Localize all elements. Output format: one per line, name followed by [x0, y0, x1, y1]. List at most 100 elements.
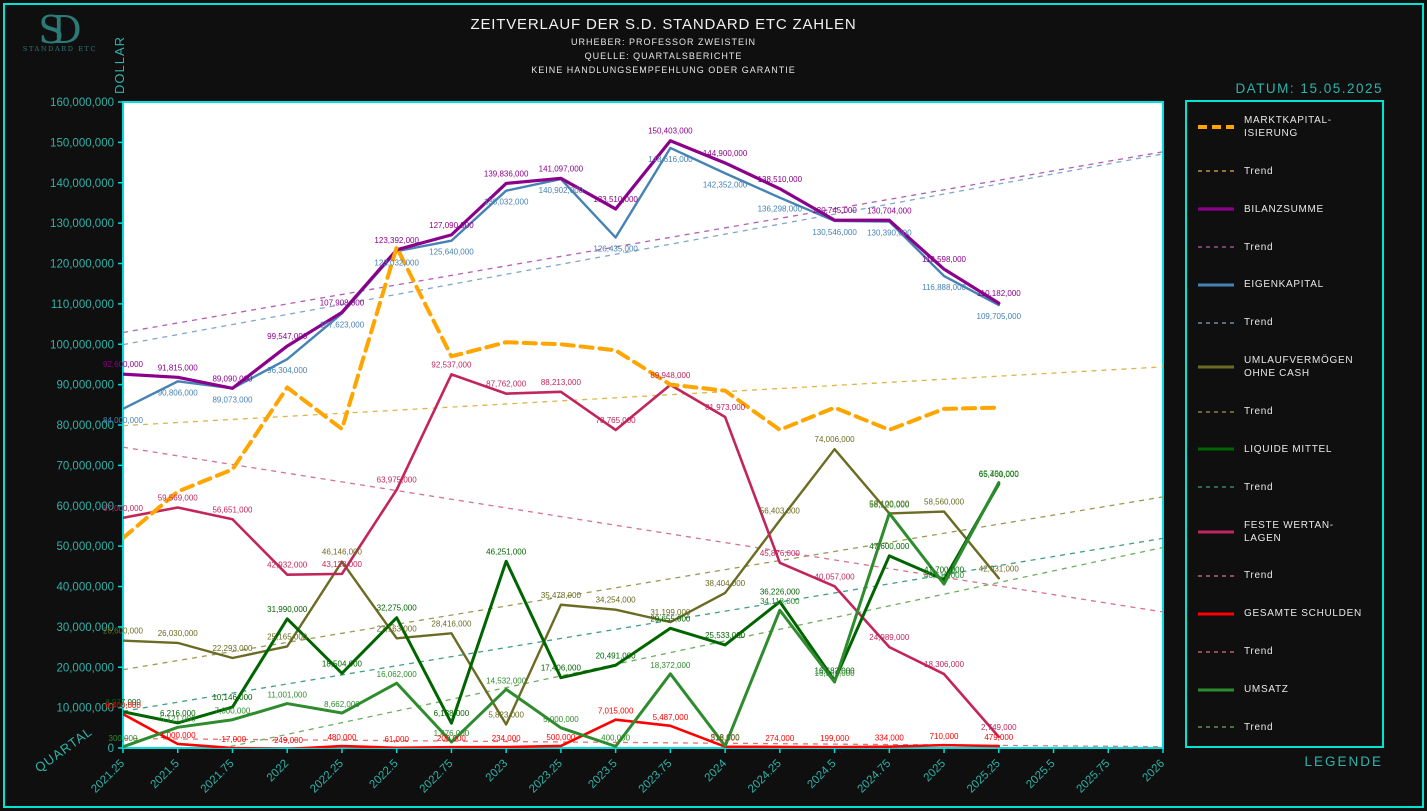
legend-entry: EIGENKAPITAL	[1197, 278, 1372, 291]
x-tick-label: 2025.5	[1024, 758, 1057, 791]
point-label: 18,504,000	[322, 659, 363, 668]
legend-swatch-line	[1198, 125, 1234, 129]
point-label: 400,000	[601, 733, 630, 742]
legend-label: UMLAUFVERMÖGEN OHNE CASH	[1244, 355, 1354, 380]
point-label: 118,598,000	[922, 255, 966, 264]
chart-subtitle-disclaimer: KEINE HANDLUNGSEMPFEHLUNG ODER GARANTIE	[531, 65, 796, 75]
point-label: 87,762,000	[486, 380, 527, 389]
legend-swatch-line	[1198, 575, 1234, 577]
y-tick-label: 140,000,000	[50, 178, 114, 190]
point-label: 142,352,000	[703, 180, 748, 189]
point-label: 8,977,000	[105, 698, 141, 707]
x-tick-label: 2025	[922, 758, 949, 785]
logo-subtext: STANDARD ETC	[22, 45, 98, 53]
point-label: 480,000	[327, 733, 356, 742]
point-label: -17,000	[219, 735, 247, 744]
point-label: 58,120,000	[869, 500, 910, 509]
point-label: 123,392,000	[374, 236, 419, 245]
point-label: 199,000	[820, 734, 849, 743]
umsatz-labels: 300,000 5,121,000 7,000,000 11,001,000 8,662…	[109, 470, 1020, 743]
bilanzsumme-line	[123, 139, 1001, 390]
point-label: 234,000	[492, 734, 521, 743]
point-label: 140,902,000	[539, 186, 584, 195]
marktkapitalisierung-line	[123, 245, 1001, 541]
point-label: 61,000	[384, 735, 409, 744]
point-label: 274,000	[765, 734, 794, 743]
logo-letter-d: D	[51, 8, 82, 52]
point-label: 300,000	[109, 734, 138, 743]
point-label: 10,146,000	[212, 693, 253, 702]
point-label: 25,165,000	[267, 632, 308, 641]
point-label: 34,254,000	[596, 596, 637, 605]
legend-swatch-line	[1198, 207, 1234, 211]
point-label: 109,705,000	[977, 312, 1022, 321]
point-label: 89,073,000	[212, 395, 253, 404]
legend-swatch-line	[1198, 283, 1234, 287]
date-label: DATUM: 15.05.2025	[1235, 81, 1383, 96]
y-tick-label: 40,000,000	[56, 582, 114, 594]
legend-swatch-line	[1198, 726, 1234, 729]
point-label: 56,403,000	[760, 506, 801, 515]
point-label: 84,000,000	[103, 416, 144, 425]
x-tick-label: 2023	[484, 758, 511, 785]
point-label: 57,000,000	[103, 504, 144, 513]
x-tick-label: 2024.5	[805, 758, 838, 791]
legend-entry-trend: Trend	[1197, 316, 1372, 329]
point-label: 7,000,000	[215, 707, 251, 716]
point-label: 56,651,000	[212, 505, 253, 514]
x-tick-label: 2021.25	[89, 758, 127, 796]
y-tick-label: 20,000,000	[56, 662, 114, 674]
point-label: 45,876,000	[760, 549, 801, 558]
point-label: 40,057,000	[815, 572, 856, 581]
liquide-mittel-labels: 8,977,000 6,216,000 10,146,000 31,990,000 18…	[105, 470, 1019, 718]
point-label: 18,372,000	[650, 661, 691, 670]
point-label: 40,610,000	[924, 571, 965, 580]
point-labels: 92,600,000 91,815,000 89,090,000 99,547,000…	[103, 127, 1022, 745]
y-tick-label: 70,000,000	[56, 460, 114, 472]
legend-label: Trend	[1244, 721, 1274, 733]
y-tick-label: 30,000,000	[56, 622, 114, 634]
point-label: 26,600,000	[103, 627, 144, 636]
legend-entry-trend: Trend	[1197, 645, 1372, 658]
point-label: 96,304,000	[267, 366, 308, 375]
point-label: 7,015,000	[598, 707, 634, 716]
chart-subtitle-author: URHEBER: PROFESSOR ZWEISTEIN	[570, 37, 757, 47]
point-label: 130,745,000	[812, 206, 857, 215]
point-label: 130,704,000	[867, 206, 912, 215]
point-label: 89,090,000	[212, 374, 253, 383]
point-label: 58,560,000	[924, 498, 965, 507]
point-label: 25,533,000	[705, 631, 746, 640]
point-label: 34,118,000	[760, 597, 800, 606]
y-tick-label: 60,000,000	[56, 501, 114, 513]
x-tick-label: 2022.5	[367, 758, 400, 791]
point-label: 200,000	[437, 734, 466, 743]
point-label: 130,546,000	[812, 228, 857, 237]
point-label: 5,823,000	[488, 710, 524, 719]
point-label: 47,600,000	[869, 542, 910, 551]
y-tick-label: 80,000,000	[56, 420, 114, 432]
y-tick-label: 0	[108, 743, 114, 755]
x-tick-label: 2025.25	[965, 758, 1003, 796]
x-tick-label: 2021.5	[148, 758, 181, 791]
plot-area	[122, 101, 1164, 749]
x-tick-label: 2021.75	[199, 758, 237, 796]
x-tick-label: 2025.75	[1074, 758, 1112, 796]
point-label: 78,765,000	[596, 416, 637, 425]
legend-swatch-line	[1198, 322, 1234, 324]
point-label: 88,213,000	[541, 378, 582, 387]
point-label: 6,138,000	[434, 709, 470, 718]
point-label: 125,640,000	[429, 248, 474, 257]
y-tick-label: 130,000,000	[50, 218, 114, 230]
point-label: 139,836,000	[484, 169, 529, 178]
legend-label: FESTE WERTAN- LAGEN	[1244, 519, 1334, 544]
point-label: 518,000	[711, 733, 740, 742]
x-tick-label: 2023.5	[586, 758, 619, 791]
point-label: 58,100,000	[869, 499, 910, 508]
point-label: 32,275,000	[377, 604, 418, 613]
legend-swatch-line	[1198, 651, 1234, 653]
legend-label: Trend	[1244, 646, 1274, 658]
gesamte-schulden-labels: 8,400,000 1,000,000 -17,000 -249,000 480,000…	[105, 701, 1014, 745]
legend-swatch-line	[1198, 410, 1234, 413]
point-label: 26,030,000	[158, 629, 199, 638]
legend-entry-trend: Trend	[1197, 165, 1372, 178]
